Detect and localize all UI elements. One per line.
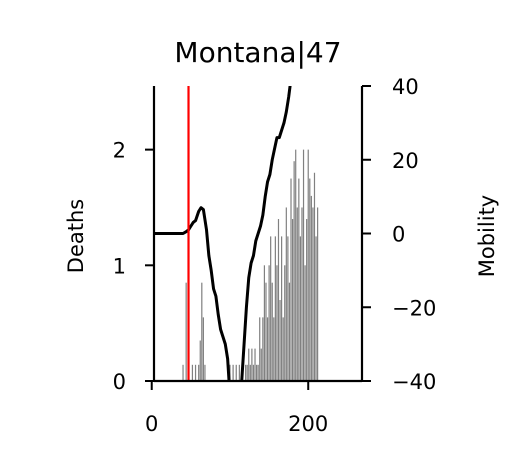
death-bar (204, 364, 206, 381)
death-bar (291, 219, 294, 381)
death-bar (310, 195, 312, 381)
death-bar (254, 348, 256, 381)
death-bar (295, 149, 297, 381)
mobility-line (154, 86, 292, 381)
death-bar (301, 207, 303, 381)
death-bar (238, 364, 240, 381)
death-bar (271, 282, 273, 381)
death-bar (266, 317, 269, 381)
bars-layer (182, 149, 319, 381)
death-bar (259, 317, 261, 381)
death-bar (246, 364, 248, 381)
death-bar (293, 161, 295, 381)
death-bar (232, 364, 234, 381)
death-bar (290, 178, 292, 381)
x-tick-label: 0 (145, 412, 158, 436)
death-bar (198, 364, 200, 381)
death-bar (315, 236, 317, 381)
y-tick-label: 1 (113, 254, 126, 278)
death-bar (279, 300, 281, 381)
death-bar (296, 207, 298, 381)
death-bar (284, 265, 286, 381)
death-bar (251, 348, 253, 381)
chart-title: Montana|47 (174, 36, 341, 69)
death-bar (270, 236, 272, 381)
death-bar (248, 348, 250, 381)
mobility-line-layer (154, 86, 292, 381)
y2-tick-label: −20 (392, 296, 436, 320)
y2-tick-label: 0 (392, 223, 405, 247)
death-bar (274, 236, 276, 381)
death-bar (281, 236, 283, 381)
death-bar (287, 236, 289, 381)
death-bar (306, 219, 308, 381)
death-bar (298, 178, 300, 381)
death-bar (265, 282, 267, 381)
death-bar (304, 265, 306, 381)
death-bar (252, 364, 255, 381)
death-bar (202, 317, 204, 381)
death-bar (194, 364, 197, 381)
death-bar (182, 364, 184, 381)
death-bar (276, 265, 278, 381)
death-bar (245, 364, 247, 381)
death-bar (201, 282, 203, 381)
death-bar (282, 317, 284, 381)
death-bar (273, 317, 275, 381)
death-bar (317, 207, 319, 381)
death-bar (309, 178, 311, 381)
death-bar (262, 317, 264, 381)
death-bar (185, 282, 187, 381)
death-bar (257, 364, 259, 381)
x-ticks: 0 200 (145, 381, 328, 436)
y2-axis-label: Mobility (475, 195, 499, 277)
y2-ticks: −40 −20 0 20 40 (362, 75, 436, 394)
y-tick-label: 2 (113, 139, 126, 163)
death-bar (255, 364, 258, 381)
death-bar (268, 265, 270, 381)
death-bar (313, 172, 316, 381)
death-bar (260, 348, 262, 381)
y2-tick-label: 40 (392, 75, 419, 99)
death-bar (191, 364, 194, 381)
x-tick-label: 200 (288, 412, 328, 436)
death-bar (288, 282, 291, 381)
death-bar (302, 149, 305, 381)
death-bar (307, 149, 309, 381)
death-bar (312, 207, 314, 381)
death-bar (263, 265, 266, 381)
y-ticks: 0 1 2 (113, 139, 154, 394)
y-axis-label: Deaths (64, 199, 88, 273)
death-bar (235, 364, 237, 381)
death-bar (249, 364, 251, 381)
death-bar (199, 340, 201, 381)
y-tick-label: 0 (113, 370, 126, 394)
death-bar (299, 236, 301, 381)
death-bar (285, 207, 287, 381)
y2-tick-label: −40 (392, 370, 436, 394)
death-bar (277, 219, 280, 381)
y2-tick-label: 20 (392, 149, 419, 173)
